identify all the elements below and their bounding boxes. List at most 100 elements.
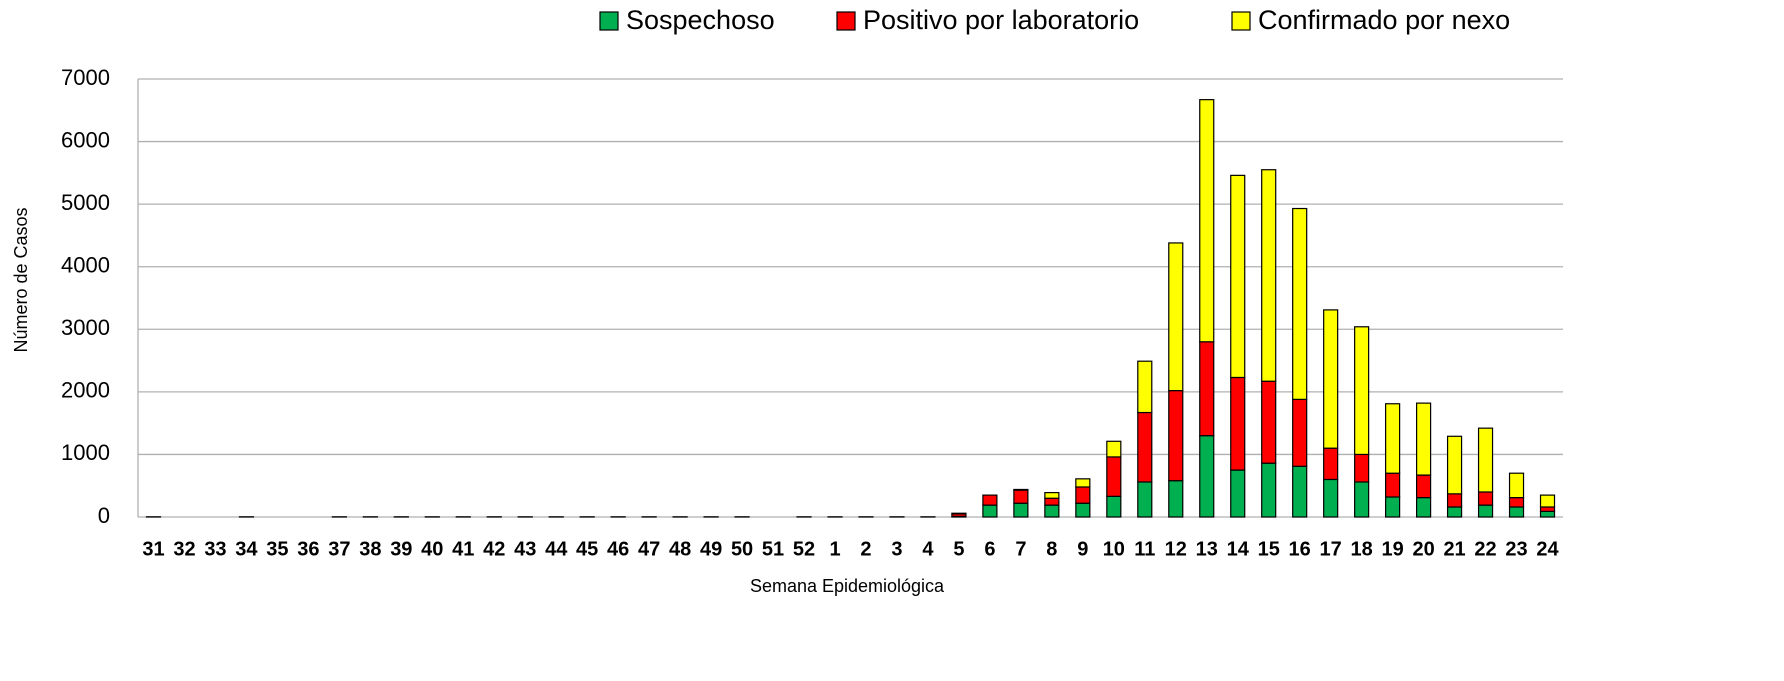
bar-segment	[1230, 469, 1246, 518]
x-tick-label: 39	[390, 538, 412, 560]
bar-segment	[1261, 380, 1277, 464]
x-tick-label: 46	[607, 538, 629, 560]
bar-segment	[1446, 506, 1463, 518]
bar-segment	[1106, 456, 1122, 497]
x-tick-label: 14	[1227, 538, 1250, 560]
x-axis-label: Semana Epidemiológica	[750, 576, 945, 596]
bar-segment	[951, 512, 967, 515]
x-tick-label: 20	[1412, 538, 1434, 560]
bar-segment	[1075, 502, 1091, 518]
bar-segment	[1415, 474, 1432, 499]
x-tick-label: 52	[793, 538, 815, 560]
y-tick-label: 2000	[61, 378, 110, 403]
bar-segment	[1292, 398, 1308, 467]
x-tick-label: 51	[762, 538, 784, 560]
y-tick-label: 7000	[61, 65, 110, 90]
bar-segment	[1446, 493, 1463, 508]
bar-segment	[1385, 472, 1401, 498]
bar-segment	[1230, 376, 1246, 471]
bar-segment	[1508, 497, 1525, 508]
x-tick-label: 50	[731, 538, 753, 560]
bar-segment	[1013, 488, 1029, 491]
x-tick-label: 2	[860, 538, 871, 560]
x-tick-label: 13	[1196, 538, 1218, 560]
x-tick-label: 37	[328, 538, 350, 560]
legend-swatch	[599, 11, 619, 31]
x-tick-label: 7	[1015, 538, 1026, 560]
y-tick-label: 3000	[61, 315, 110, 340]
bar-segment	[1261, 169, 1277, 382]
y-axis-label: Número de Casos	[11, 207, 31, 352]
bar-segment	[1168, 480, 1184, 518]
bar-segment	[1508, 506, 1525, 518]
x-tick-label: 5	[953, 538, 964, 560]
x-tick-label: 38	[359, 538, 381, 560]
x-tick-label: 18	[1351, 538, 1373, 560]
x-tick-label: 35	[266, 538, 288, 560]
bar-segment	[1477, 427, 1494, 493]
x-tick-label: 16	[1289, 538, 1311, 560]
bar-segment	[1354, 481, 1370, 518]
bar-segment	[1292, 207, 1308, 400]
x-tick-label: 44	[545, 538, 568, 560]
x-tick-label: 1	[829, 538, 840, 560]
x-tick-label: 47	[638, 538, 660, 560]
x-tick-label: 42	[483, 538, 505, 560]
legend-label: Positivo por laboratorio	[863, 5, 1139, 35]
y-tick-label: 0	[98, 503, 110, 528]
bar-segment	[982, 504, 998, 518]
y-tick-label: 5000	[61, 190, 110, 215]
x-tick-label: 23	[1505, 538, 1527, 560]
x-tick-label: 19	[1381, 538, 1403, 560]
bar-segment	[1292, 465, 1308, 518]
bar-segment	[1230, 174, 1246, 379]
legend-swatch	[836, 11, 856, 31]
x-tick-label: 49	[700, 538, 722, 560]
x-tick-label: 24	[1536, 538, 1559, 560]
y-tick-label: 6000	[61, 127, 110, 152]
bar-segment	[1013, 502, 1029, 518]
x-tick-label: 8	[1046, 538, 1057, 560]
x-tick-label: 45	[576, 538, 598, 560]
x-tick-label: 15	[1258, 538, 1280, 560]
bar-segment	[1168, 242, 1184, 392]
bar-segment	[1385, 496, 1401, 518]
legend-label: Sospechoso	[626, 5, 775, 35]
x-tick-label: 33	[204, 538, 226, 560]
bar-segment	[1415, 497, 1432, 518]
bar-segment	[1477, 491, 1494, 506]
x-tick-label: 3	[891, 538, 902, 560]
bar-segment	[1013, 489, 1029, 504]
x-tick-label: 9	[1077, 538, 1088, 560]
bar-segment	[1106, 440, 1122, 458]
bar-segment	[982, 494, 998, 506]
bar-segment	[1075, 478, 1091, 488]
bar-segment	[1354, 326, 1370, 456]
bar-segment	[1137, 411, 1153, 483]
bar-segment	[1199, 435, 1215, 518]
x-tick-label: 40	[421, 538, 443, 560]
bar-segment	[1168, 390, 1184, 482]
x-tick-label: 48	[669, 538, 691, 560]
bar-segment	[1539, 494, 1556, 508]
bar-segment	[1044, 504, 1060, 518]
x-tick-label: 21	[1443, 538, 1465, 560]
bar-segment	[1415, 402, 1432, 476]
bar-segment	[1137, 360, 1153, 414]
legend-swatch	[1231, 11, 1251, 31]
x-tick-label: 36	[297, 538, 319, 560]
bar-segment	[1044, 491, 1060, 499]
x-tick-label: 10	[1103, 538, 1125, 560]
bar-segment	[1199, 99, 1215, 343]
x-tick-label: 12	[1165, 538, 1187, 560]
y-tick-label: 4000	[61, 253, 110, 278]
legend-label: Confirmado por nexo	[1258, 5, 1510, 35]
x-tick-label: 34	[235, 538, 258, 560]
bar-segment	[1385, 403, 1401, 474]
bar-segment	[1106, 495, 1122, 518]
x-tick-label: 17	[1320, 538, 1342, 560]
x-tick-label: 22	[1474, 538, 1496, 560]
x-tick-label: 41	[452, 538, 474, 560]
x-tick-label: 4	[922, 538, 934, 560]
